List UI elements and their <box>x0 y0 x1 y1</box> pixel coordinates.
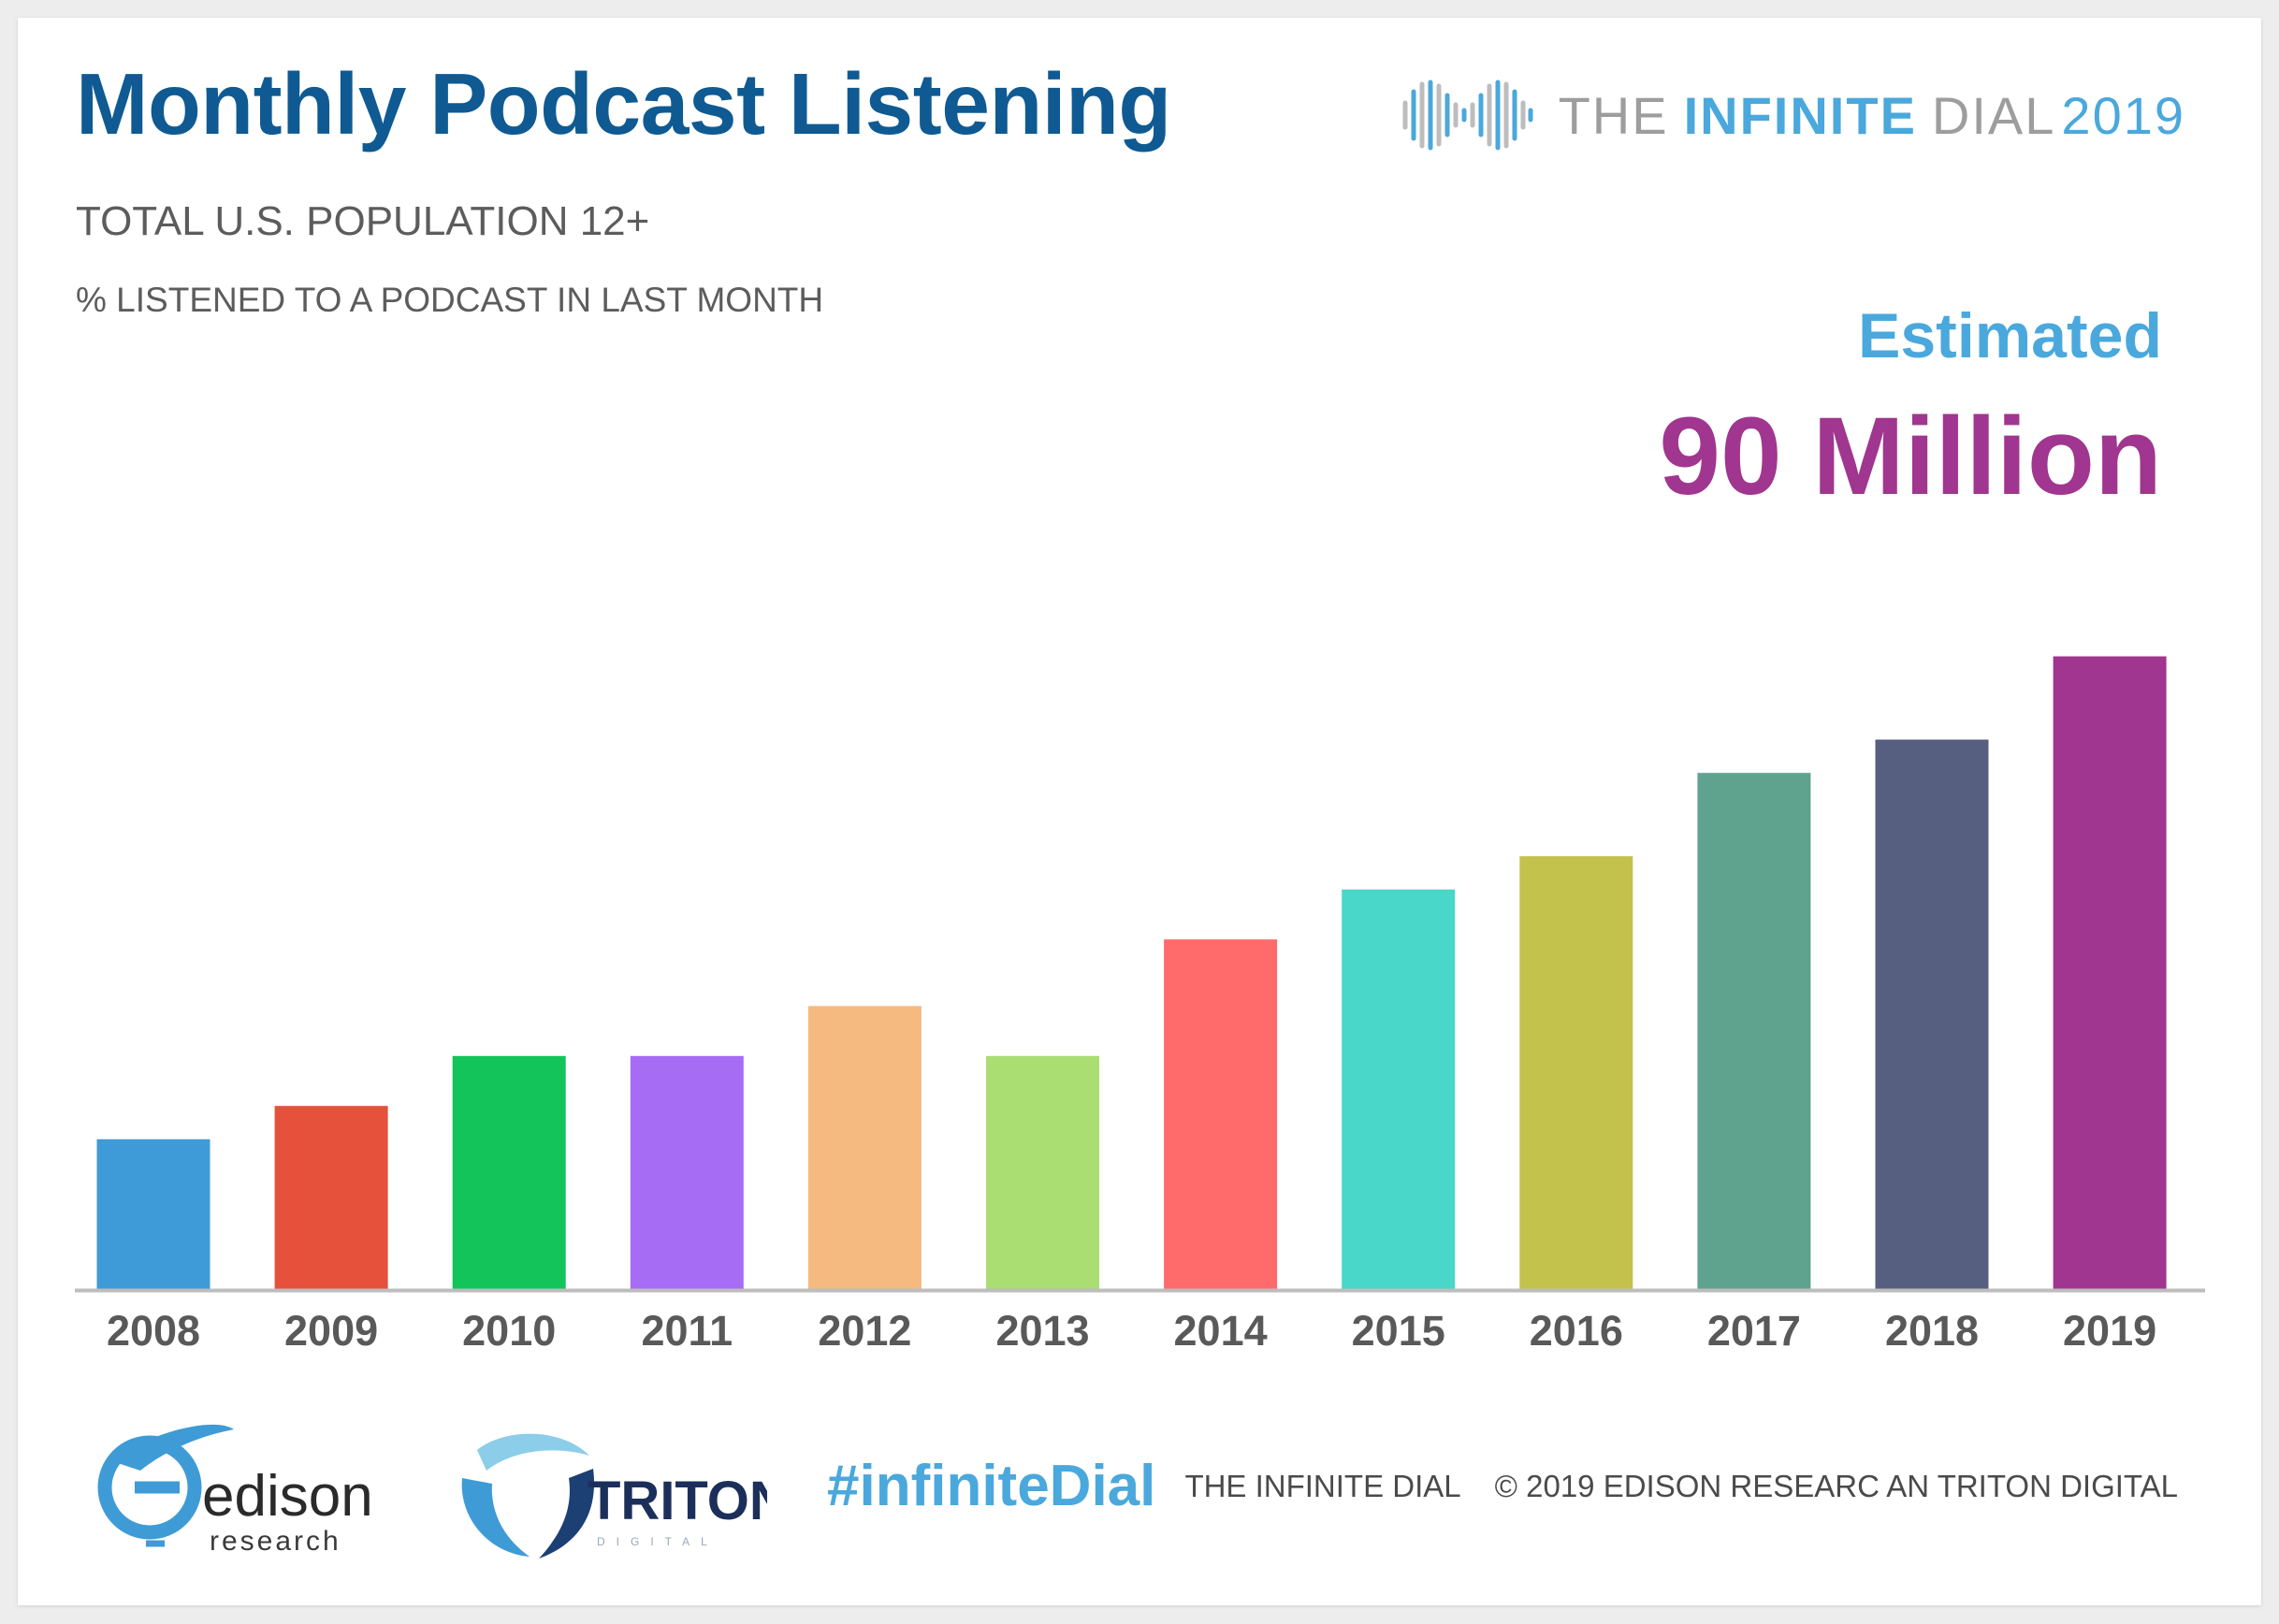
x-tick-label-2018: 2018 <box>1885 1307 1979 1355</box>
edison-research-logo: edison research <box>97 1424 373 1557</box>
x-tick-label-2014: 2014 <box>1174 1307 1268 1355</box>
estimate-label: Estimated <box>1858 300 2162 371</box>
bar-2011 <box>630 1055 744 1289</box>
edison-logo-sub: research <box>210 1526 341 1557</box>
bar-2012 <box>807 1006 922 1289</box>
triton-logo-word: TRITON <box>588 1471 767 1531</box>
brand-word-dial: DIAL <box>1931 85 2056 145</box>
bar-chart: 2008 2009 2010 2011 2012 2013 2014 2015 2016 2017… <box>75 656 2205 1355</box>
bar-2014 <box>1164 939 1278 1289</box>
estimate-value: 90 Million <box>1659 395 2162 518</box>
brand-wordmark: THE INFINITE DIAL 2019 <box>1559 85 2185 146</box>
x-tick-label-2008: 2008 <box>107 1307 200 1355</box>
triton-digital-logo: TRITON DIGITAL <box>461 1433 767 1559</box>
footer-series-name: THE INFINITE DIAL <box>1184 1469 1461 1503</box>
infinity-wave-icon <box>1402 80 1533 151</box>
bar-2018 <box>1875 739 1989 1289</box>
bar-2015 <box>1342 889 1456 1289</box>
bar-2008 <box>96 1138 210 1289</box>
x-tick-label-2009: 2009 <box>284 1307 378 1355</box>
y-axis-label: % LISTENED TO A PODCAST IN LAST MONTH <box>76 281 824 319</box>
x-tick-label-2013: 2013 <box>995 1307 1089 1355</box>
hashtag: #infiniteDial <box>827 1454 1156 1518</box>
x-tick-label-2019: 2019 <box>2063 1307 2156 1355</box>
bar-2019 <box>2053 656 2167 1289</box>
bar-2010 <box>452 1055 566 1289</box>
brand-word-infinite: INFINITE <box>1683 85 1917 145</box>
bar-2009 <box>274 1106 388 1289</box>
chart-title: Monthly Podcast Listening <box>76 55 1171 152</box>
bar-2017 <box>1697 773 1811 1289</box>
brand-word-the: THE <box>1558 85 1669 145</box>
bar-2013 <box>986 1055 1099 1289</box>
x-tick-label-2017: 2017 <box>1707 1307 1801 1355</box>
triton-logo-sub: DIGITAL <box>597 1535 719 1548</box>
x-tick-label-2016: 2016 <box>1530 1307 1623 1355</box>
footer-copyright: © 2019 EDISON RESEARC AN TRITON DIGITAL <box>1494 1469 2178 1503</box>
footer-credits: THE INFINITE DIAL © 2019 EDISON RESEARC A… <box>1184 1469 2178 1504</box>
bar-2016 <box>1519 856 1633 1289</box>
infinite-dial-brand: THE INFINITE DIAL 2019 <box>1398 80 2185 151</box>
brand-year: 2019 <box>2061 85 2185 145</box>
chart-subtitle: TOTAL U.S. POPULATION 12+ <box>76 198 650 244</box>
edison-logo-word: edison <box>202 1464 373 1529</box>
x-tick-label-2010: 2010 <box>462 1307 556 1355</box>
x-tick-label-2011: 2011 <box>641 1307 733 1355</box>
x-tick-label-2015: 2015 <box>1352 1307 1445 1355</box>
x-tick-label-2012: 2012 <box>818 1307 911 1355</box>
